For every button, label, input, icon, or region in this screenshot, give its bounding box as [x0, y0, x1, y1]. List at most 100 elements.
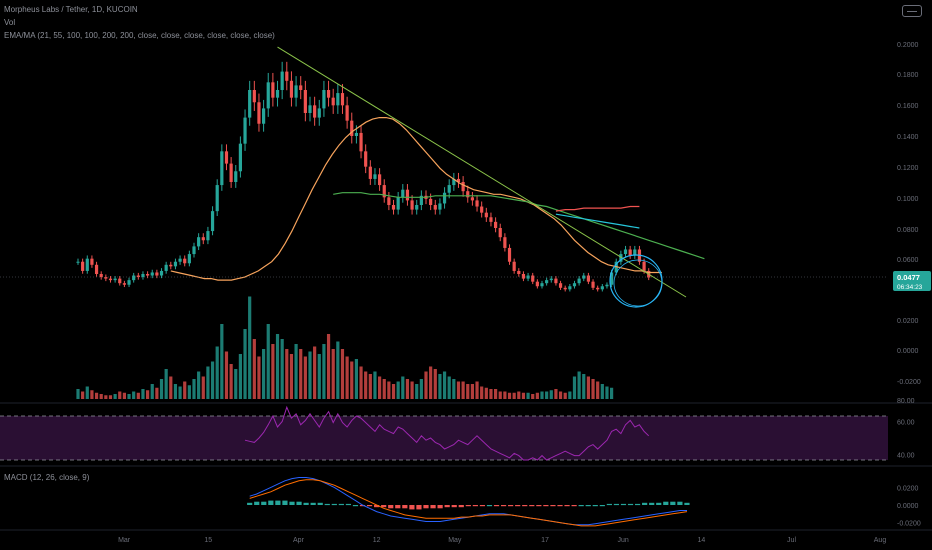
- candle-body: [294, 85, 298, 98]
- candle-body: [503, 237, 507, 248]
- macd-histogram-bar: [331, 503, 337, 506]
- macd-histogram-bar: [388, 505, 394, 509]
- volume-bar: [387, 381, 391, 399]
- candle-body: [122, 283, 126, 285]
- volume-bar: [289, 354, 294, 399]
- macd-histogram-bar: [557, 505, 563, 507]
- candle-body: [572, 283, 577, 287]
- macd-histogram-bar: [613, 503, 620, 506]
- volume-bar: [187, 385, 191, 399]
- volume-bar: [554, 389, 558, 399]
- candle-body: [475, 200, 479, 207]
- candle-body: [303, 90, 307, 113]
- macd-histogram-bar: [479, 505, 486, 507]
- macd-histogram-bar: [437, 505, 443, 509]
- volume-bar: [322, 344, 326, 399]
- candle-body: [586, 275, 590, 282]
- volume-bar: [285, 349, 289, 399]
- macd-histogram-bar: [395, 505, 401, 509]
- volume-bar: [280, 339, 284, 399]
- candle-body: [299, 85, 303, 90]
- candle-body: [99, 274, 103, 278]
- macd-histogram-bar: [338, 503, 344, 506]
- macd-histogram-bar: [345, 503, 352, 506]
- candle-body: [159, 270, 164, 276]
- volume-bar: [517, 391, 521, 399]
- candle-body: [132, 275, 136, 281]
- volume-bar: [81, 391, 85, 399]
- macd-histogram-bar: [409, 505, 415, 510]
- volume-bar: [224, 351, 229, 399]
- volume-bar: [364, 371, 368, 399]
- volume-bar: [568, 391, 572, 399]
- volume-bar: [531, 394, 535, 399]
- candle-body: [387, 197, 391, 205]
- price-axis-tick: -0.0200: [897, 379, 921, 386]
- candle-body: [234, 171, 238, 182]
- candle-body: [81, 261, 85, 271]
- volume-bar: [155, 387, 159, 399]
- macd-histogram-bar: [444, 505, 450, 508]
- volume-bar: [582, 374, 586, 399]
- candle-body: [382, 185, 386, 198]
- volume-bar: [99, 394, 103, 399]
- candle-body: [136, 275, 140, 278]
- candle-body: [238, 143, 242, 172]
- time-axis-tick: 14: [697, 537, 705, 544]
- volume-bar: [238, 354, 242, 399]
- volume-bar: [489, 389, 493, 399]
- candle-body: [252, 90, 256, 103]
- candle-body: [494, 221, 498, 228]
- candle-body: [350, 120, 354, 136]
- price-axis-tick: 0.1400: [897, 134, 919, 141]
- macd-histogram-bar: [352, 505, 359, 507]
- macd-histogram-bar: [515, 505, 521, 507]
- volume-bar: [136, 392, 140, 399]
- time-axis-tick: Apr: [293, 537, 305, 544]
- macd-histogram-bar: [254, 501, 260, 505]
- candle-body: [545, 280, 549, 284]
- candle-body: [248, 90, 252, 118]
- macd-histogram-bar: [296, 501, 302, 505]
- volume-bar: [252, 339, 256, 399]
- volume-bar: [577, 371, 581, 399]
- macd-histogram-bar: [247, 502, 253, 505]
- candle-body: [187, 254, 191, 264]
- volume-bar: [220, 324, 224, 399]
- volume-bar: [336, 341, 340, 399]
- candle-body: [512, 261, 516, 271]
- macd-histogram-bar: [627, 503, 634, 506]
- volume-bar: [354, 359, 358, 399]
- volume-bar: [234, 369, 238, 399]
- volume-bar: [452, 379, 456, 399]
- macd-histogram-bar: [430, 505, 436, 509]
- macd-histogram-bar: [416, 505, 422, 510]
- volume-bar: [201, 376, 205, 399]
- current-price-tag: [893, 271, 931, 291]
- price-axis-tick: 0.1200: [897, 165, 919, 172]
- time-axis-tick: Mar: [118, 537, 131, 544]
- volume-bar: [429, 366, 433, 399]
- volume-bar: [540, 391, 544, 399]
- candle-body: [610, 272, 614, 285]
- candle-body: [405, 189, 410, 201]
- candle-body: [164, 264, 168, 271]
- candle-body: [215, 185, 219, 212]
- volume-bar: [600, 384, 604, 399]
- current-price-value: 0.0477: [897, 273, 920, 282]
- candle-body: [591, 281, 595, 288]
- volume-bar: [122, 392, 126, 399]
- moving-averages: [170, 116, 705, 281]
- candle-body: [535, 281, 539, 287]
- rsi-axis-tick: 80.00: [897, 398, 915, 405]
- macd-histogram-bar: [663, 501, 669, 505]
- macd-histogram-bar: [366, 505, 373, 507]
- macd-histogram-bar: [642, 502, 648, 505]
- rsi-axis-tick: 60.00: [897, 420, 915, 427]
- candle-body: [378, 174, 382, 186]
- minimize-button[interactable]: [902, 5, 922, 17]
- macd-histogram-bar: [465, 505, 471, 507]
- candle-body: [470, 197, 474, 201]
- time-axis-tick: Jul: [787, 537, 796, 544]
